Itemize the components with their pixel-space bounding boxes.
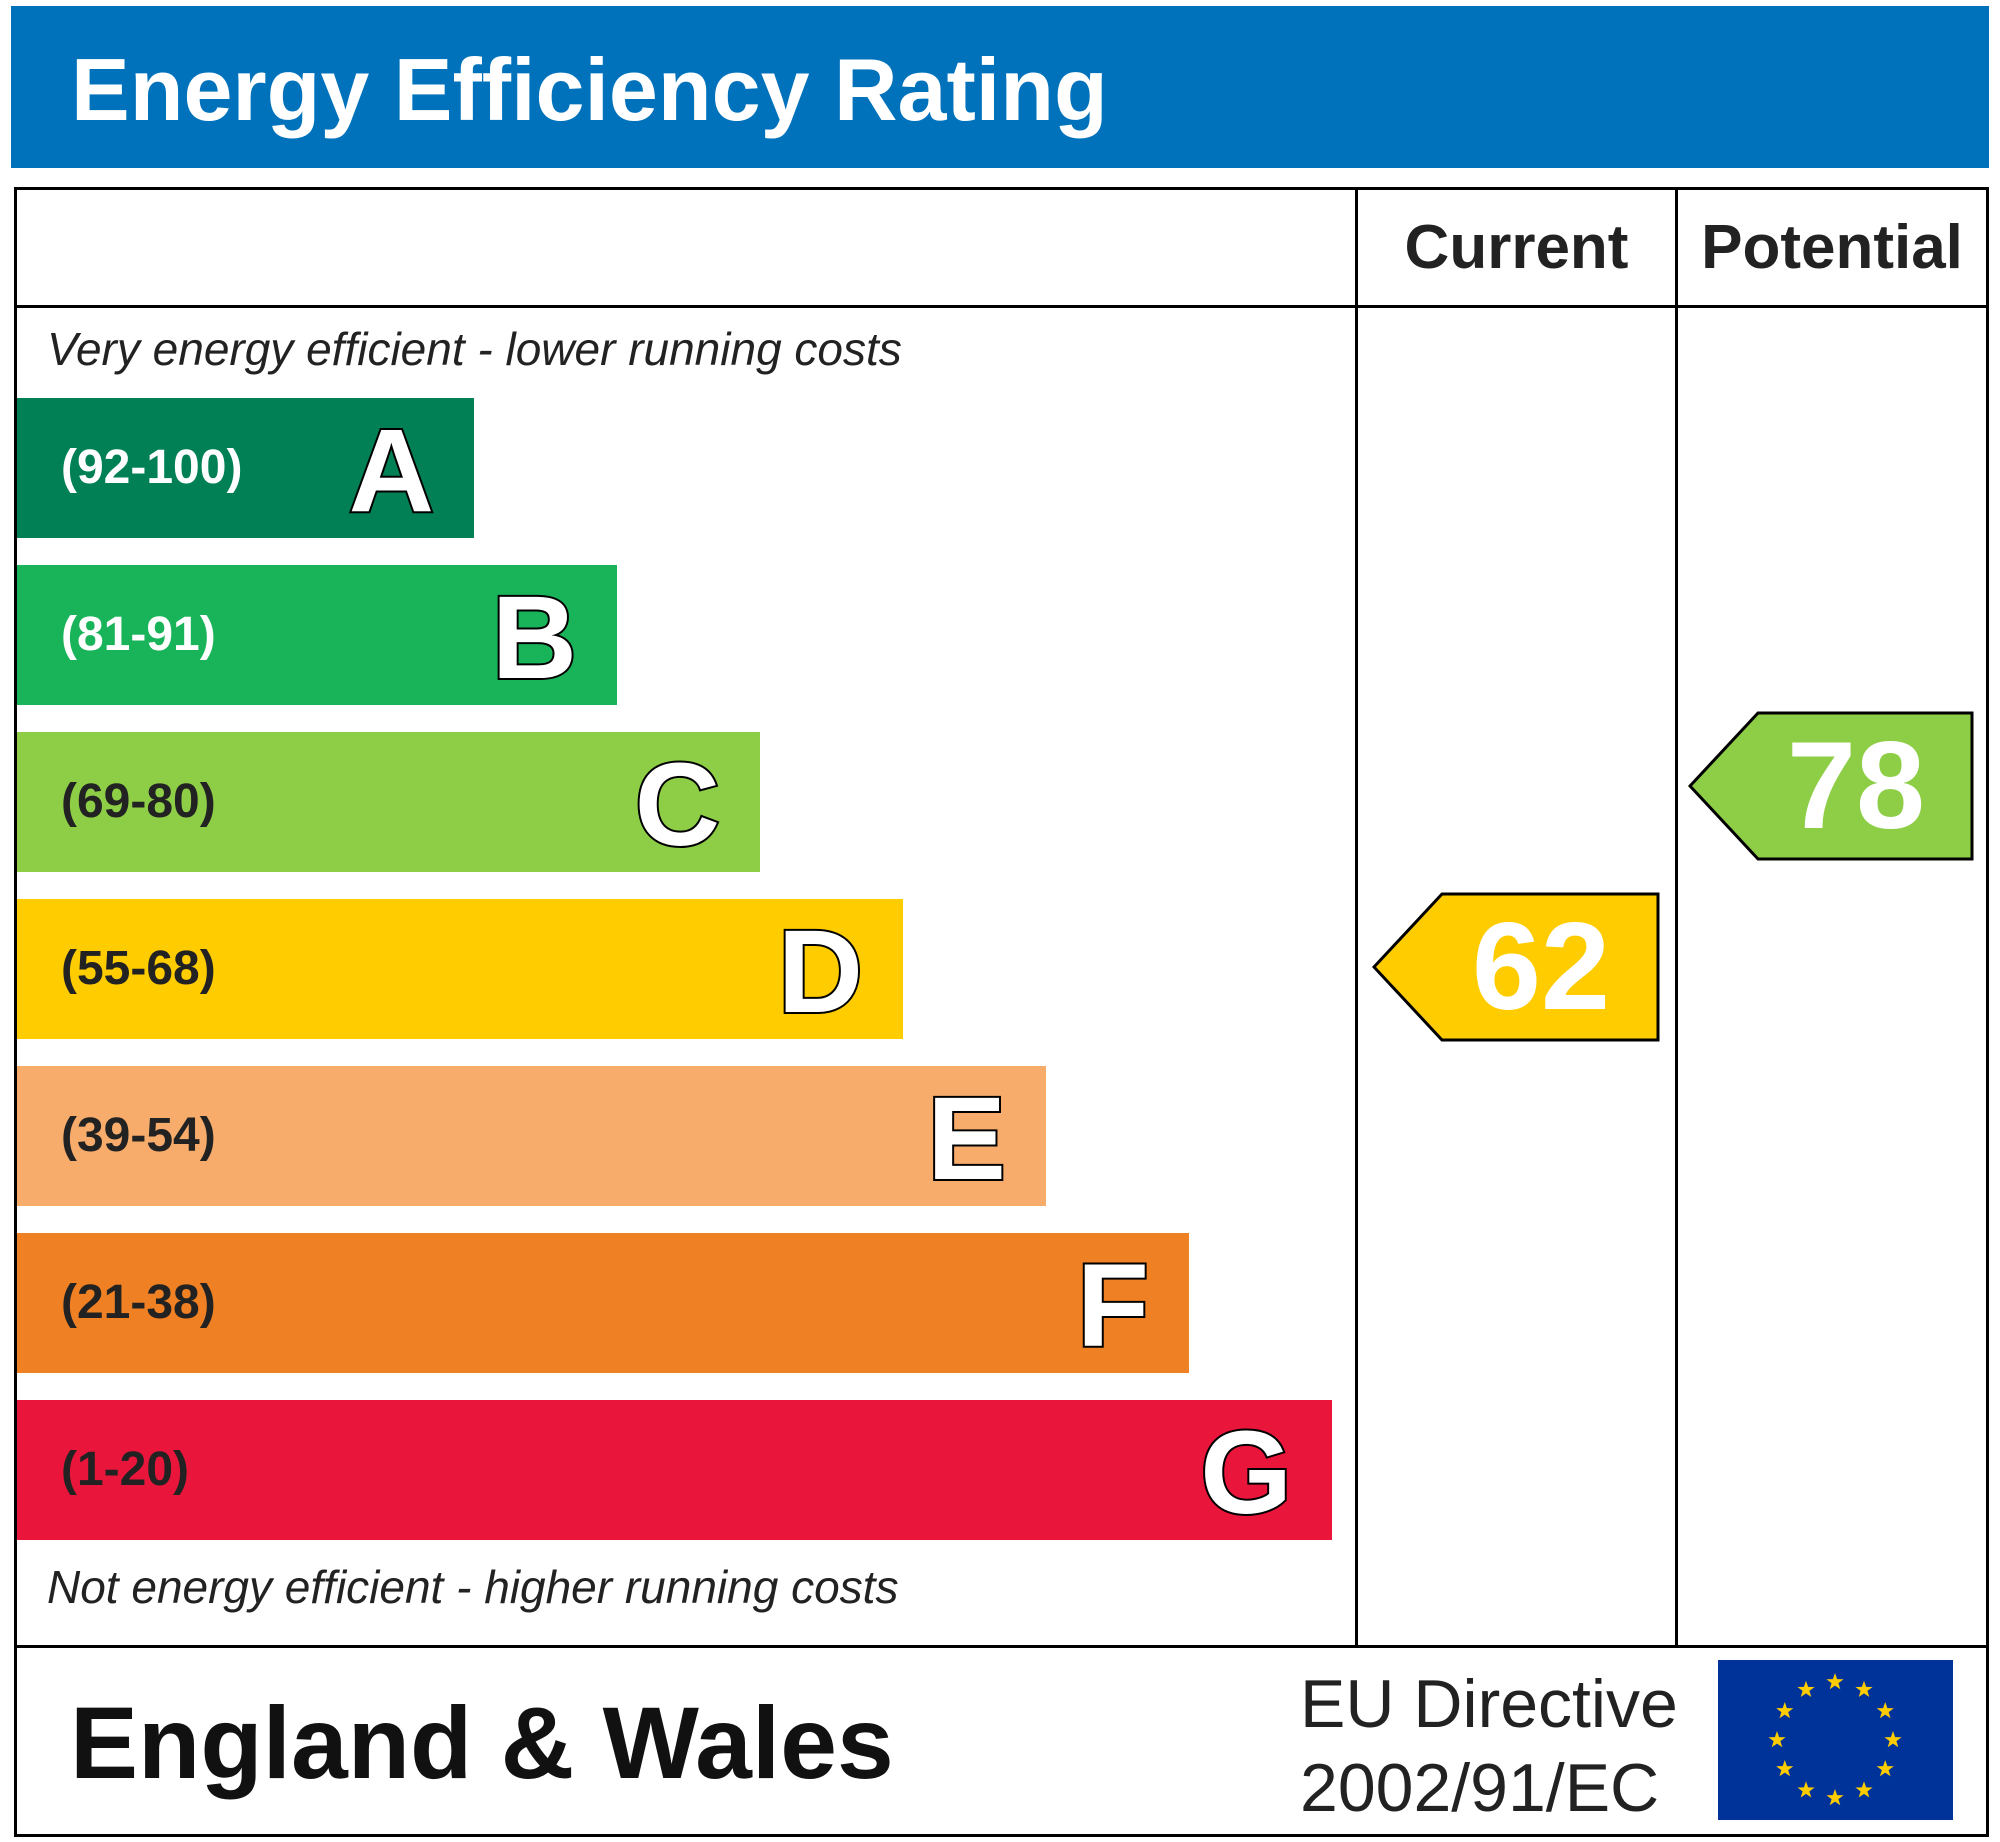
- band-d: (55-68) D: [17, 899, 903, 1040]
- band-range-label: (1-20): [61, 1443, 190, 1496]
- potential-rating-value: 78: [1787, 717, 1925, 856]
- eu-star-icon: [1876, 1702, 1894, 1719]
- band-letter-label: C: [633, 737, 722, 873]
- title-bar: Energy Efficiency Rating: [11, 6, 1989, 168]
- note-very-efficient: Very energy efficient - lower running co…: [47, 323, 902, 375]
- chart-frame: [14, 187, 1989, 1837]
- region-label: England & Wales: [70, 1686, 894, 1800]
- divider-current: [1355, 187, 1358, 1648]
- current-rating-value: 62: [1472, 898, 1610, 1037]
- band-e: (39-54) E: [17, 1066, 1046, 1207]
- divider-potential: [1675, 187, 1678, 1648]
- directive-line-2: 2002/91/EC: [1300, 1750, 1660, 1826]
- eu-star-icon: [1826, 1673, 1844, 1690]
- band-range-label: (39-54): [61, 1109, 216, 1162]
- eu-star-icon: [1768, 1731, 1786, 1748]
- note-not-efficient: Not energy efficient - higher running co…: [47, 1561, 899, 1613]
- band-range-label: (92-100): [61, 441, 243, 494]
- eu-star-icon: [1855, 1680, 1873, 1698]
- band-letter-label: B: [490, 570, 579, 706]
- band-range-label: (81-91): [61, 608, 216, 661]
- band-letter-label: D: [776, 904, 865, 1040]
- header-divider: [14, 305, 1989, 308]
- band-range-label: (55-68): [61, 942, 216, 995]
- potential-rating-arrow: 78: [1687, 711, 1974, 861]
- band-c: (69-80) C: [17, 732, 760, 873]
- eu-star-icon: [1826, 1789, 1844, 1806]
- current-rating-arrow: 62: [1371, 892, 1660, 1042]
- column-header-current: Current: [1404, 213, 1629, 282]
- eu-star-icon: [1884, 1731, 1902, 1748]
- eu-star-icon: [1797, 1781, 1815, 1798]
- eu-star-icon: [1855, 1781, 1873, 1798]
- potential-arrow-shape: [1687, 711, 1974, 861]
- eu-star-icon: [1876, 1760, 1894, 1777]
- band-g: (1-20) G: [17, 1400, 1332, 1541]
- column-header-potential: Potential: [1701, 213, 1963, 282]
- band-f: (21-38) F: [17, 1233, 1189, 1374]
- directive-line-1: EU Directive: [1300, 1666, 1678, 1742]
- eu-star-icon: [1776, 1702, 1794, 1719]
- band-range-label: (21-38): [61, 1276, 216, 1329]
- page-title: Energy Efficiency Rating: [71, 40, 1108, 139]
- band-letter-label: F: [1075, 1238, 1151, 1374]
- eu-flag-icon: [1718, 1660, 1953, 1820]
- band-range-label: (69-80): [61, 775, 216, 828]
- footer-divider: [14, 1645, 1989, 1648]
- eu-directive: EU Directive 2002/91/EC: [1300, 1662, 1678, 1830]
- band-a: (92-100) A: [17, 398, 474, 539]
- eu-star-icon: [1797, 1680, 1815, 1698]
- band-letter-label: G: [1198, 1405, 1294, 1541]
- current-arrow-shape: [1371, 892, 1660, 1042]
- eu-star-icon: [1776, 1760, 1794, 1777]
- band-letter-label: A: [347, 403, 436, 539]
- band-b: (81-91) B: [17, 565, 617, 706]
- band-letter-label: E: [925, 1071, 1008, 1207]
